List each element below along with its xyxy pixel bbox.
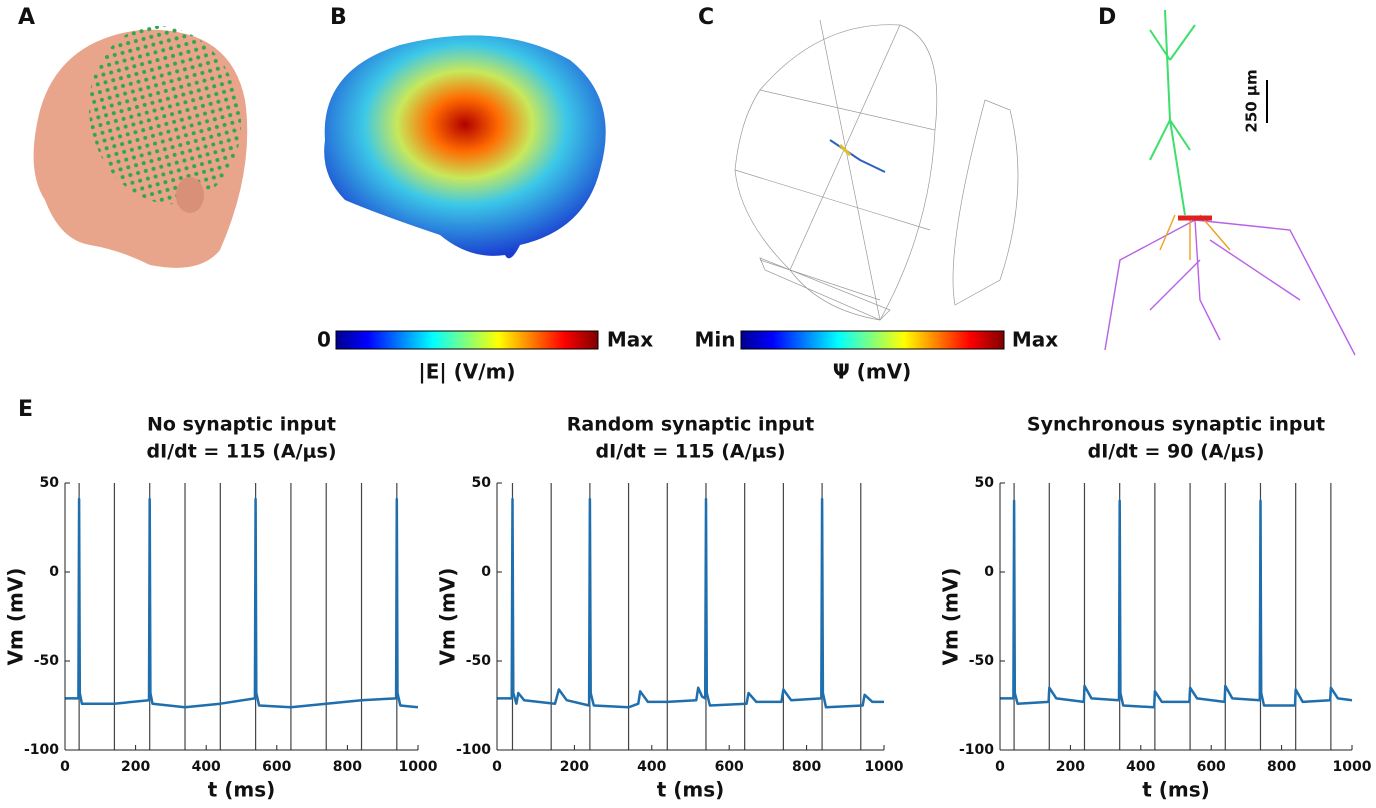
chart-title: Random synaptic input [567, 414, 814, 436]
scale-bar-label: 250 µm [1243, 69, 1261, 132]
y-tick-label: 0 [984, 564, 994, 580]
panel-label: C [698, 5, 714, 30]
chart-subtitle: dI/dt = 115 (A/μs) [146, 441, 336, 463]
x-tick-label: 0 [60, 759, 70, 775]
y-tick-label: -100 [24, 742, 59, 758]
chart-title: Synchronous synaptic input [1027, 414, 1325, 436]
x-tick-label: 1000 [865, 759, 904, 775]
chart-title: No synaptic input [147, 414, 336, 436]
y-tick-label: 50 [472, 475, 492, 491]
x-tick-label: 800 [792, 759, 821, 775]
x-tick-label: 800 [1267, 759, 1296, 775]
x-axis-label: t (ms) [208, 778, 276, 802]
y-tick-label: -100 [456, 742, 491, 758]
y-tick-label: -50 [969, 653, 995, 669]
x-tick-label: 0 [492, 759, 502, 775]
colorbar-label: Ψ (mV) [833, 360, 912, 384]
y-tick-label: -100 [959, 742, 994, 758]
neuron-model [1104, 9, 1356, 356]
x-tick-label: 200 [560, 759, 589, 775]
panel-label: A [18, 5, 35, 30]
colorbar-label: |E| (V/m) [418, 360, 515, 384]
colorbar-min: Min [695, 328, 736, 352]
y-axis-label: Vm (mV) [4, 568, 28, 666]
panel-label: D [1098, 5, 1116, 30]
y-tick-label: 0 [481, 564, 491, 580]
panel-label: B [330, 5, 347, 30]
y-tick-label: -50 [466, 653, 492, 669]
brain-model [324, 35, 606, 259]
y-tick-label: 50 [40, 475, 60, 491]
x-tick-label: 600 [262, 759, 291, 775]
y-tick-label: 50 [975, 475, 995, 491]
mesh-model [734, 19, 1019, 321]
colorbar-max: Max [1012, 328, 1058, 352]
colorbar [740, 330, 1005, 350]
head-model [33, 25, 248, 268]
x-tick-label: 1000 [1333, 759, 1372, 775]
trace [1000, 499, 1353, 709]
chart-subtitle: dI/dt = 90 (A/μs) [1088, 441, 1265, 463]
colorbar [335, 330, 599, 350]
trace [497, 497, 884, 709]
x-axis-label: t (ms) [1142, 778, 1210, 802]
trace [65, 497, 419, 709]
x-tick-label: 400 [1126, 759, 1155, 775]
x-tick-label: 600 [1197, 759, 1226, 775]
x-tick-label: 800 [333, 759, 362, 775]
y-tick-label: -50 [34, 653, 60, 669]
panel-label: E [18, 397, 33, 422]
x-tick-label: 400 [192, 759, 221, 775]
x-tick-label: 400 [637, 759, 666, 775]
colorbar-max: Max [607, 328, 653, 352]
x-tick-label: 200 [1056, 759, 1085, 775]
colorbar-min: 0 [317, 328, 331, 352]
x-tick-label: 0 [995, 759, 1005, 775]
y-axis-label: Vm (mV) [436, 568, 460, 666]
y-tick-label: 0 [49, 564, 59, 580]
x-tick-label: 1000 [399, 759, 438, 775]
y-axis-label: Vm (mV) [939, 568, 963, 666]
x-tick-label: 200 [121, 759, 150, 775]
x-tick-label: 600 [715, 759, 744, 775]
x-axis-label: t (ms) [657, 778, 725, 802]
chart-subtitle: dI/dt = 115 (A/μs) [595, 441, 785, 463]
